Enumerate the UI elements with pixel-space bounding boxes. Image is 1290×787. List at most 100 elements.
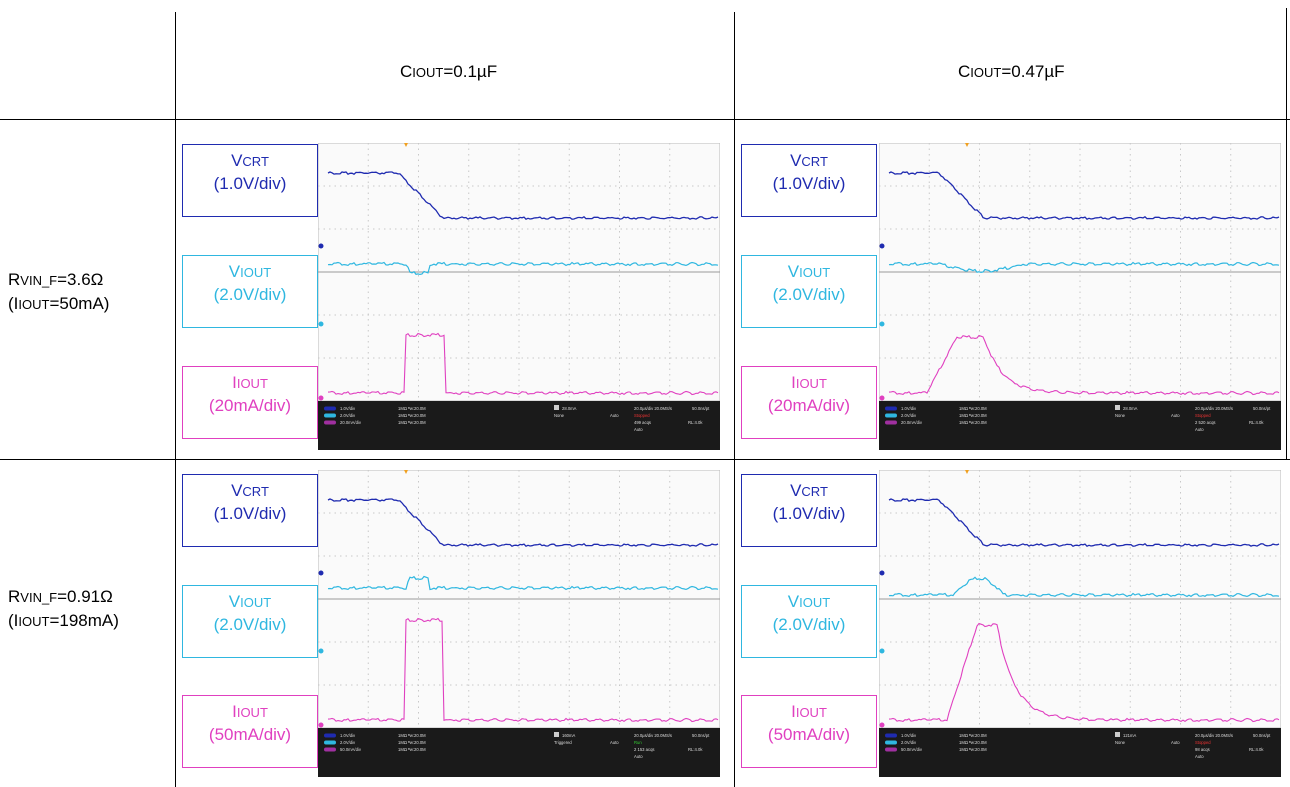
trigger-source-badge	[1115, 405, 1120, 410]
trigger-mode-text: None	[1115, 740, 1126, 745]
ch3-ground-marker	[879, 395, 885, 401]
channel-pill	[885, 413, 897, 418]
scope-screen: 1.0V/div 1MΩ ᴮw:20.0M 2.0V/div 1MΩ ᴮw:20.0M…	[879, 143, 1281, 450]
acq-mode-text: Auto	[1195, 427, 1204, 432]
trigger-mode-text: Triggered	[554, 740, 572, 745]
label-iiout: IIOUT (20mA/div)	[182, 366, 318, 439]
ch1-ground-marker	[318, 570, 324, 576]
scope-screen: 1.0V/div 1MΩ ᴮw:20.0M 2.0V/div 1MΩ ᴮw:20.0M…	[879, 470, 1281, 777]
channel-impedance-text: 1MΩ ᴮw:20.0M	[959, 406, 987, 411]
trigger-auto-text: Auto	[1171, 740, 1180, 745]
trigger-source-badge	[554, 405, 559, 410]
scope-status-bar: 1.0V/div 1MΩ ᴮw:20.0M 2.0V/div 1MΩ ᴮw:20.0M…	[879, 728, 1281, 777]
label-viout: VIOUT (2.0V/div)	[741, 585, 877, 658]
ch3-ground-marker	[318, 395, 324, 401]
trigger-mode-text: None	[554, 413, 565, 418]
col-divider-mid	[734, 12, 735, 787]
scope-status-bar: 1.0V/div 1MΩ ᴮw:20.0M 2.0V/div 1MΩ ᴮw:20.0M…	[318, 401, 720, 450]
acq-count-text: 499 acqs	[634, 420, 651, 425]
channel-scale-text: 1.0V/div	[901, 406, 917, 411]
channel-pill	[885, 733, 897, 738]
trigger-marker	[404, 470, 408, 474]
scope-trace-r2-c1: 1.0V/div 1MΩ ᴮw:20.0M 2.0V/div 1MΩ ᴮw:20.0M…	[318, 470, 720, 777]
channel-scale-text: 50.0mA/div	[901, 747, 923, 752]
acq-mode-text: Auto	[1195, 754, 1204, 759]
col-divider-left	[175, 12, 176, 787]
channel-impedance-text: 1MΩ ᴮw:20.0M	[398, 406, 426, 411]
status-bar-bg	[318, 401, 720, 450]
row-label-rvinf-0.91: RVIN_F=0.91Ω (IIOUT=198mA)	[8, 587, 119, 630]
channel-pill	[885, 420, 897, 425]
graticule	[318, 470, 720, 729]
channel-scale-text: 2.0V/div	[901, 740, 917, 745]
label-viout: VIOUT (2.0V/div)	[741, 255, 877, 328]
scope-trace-r1-c2: 1.0V/div 1MΩ ᴮw:20.0M 2.0V/div 1MΩ ᴮw:20.0M…	[879, 143, 1281, 450]
channel-impedance-text: 1MΩ ᴮw:20.0M	[398, 733, 426, 738]
channel-impedance-text: 1MΩ ᴮw:20.0M	[959, 420, 987, 425]
trigger-level-text: 28.0mA	[562, 406, 577, 411]
label-viout: VIOUT (2.0V/div)	[182, 255, 318, 328]
trigger-marker	[404, 143, 408, 147]
ch3-ground-marker	[318, 722, 324, 728]
viout-trace	[888, 576, 1280, 598]
channel-pill	[324, 747, 336, 752]
scope-trace-r2-c2: 1.0V/div 1MΩ ᴮw:20.0M 2.0V/div 1MΩ ᴮw:20.0M…	[879, 470, 1281, 777]
ch1-ground-marker	[879, 243, 885, 249]
trigger-level-text: 160mA	[562, 733, 575, 738]
viout-trace	[888, 261, 1280, 274]
col-divider-right	[1286, 8, 1287, 460]
acq-status-text: Stopped	[1195, 413, 1211, 418]
channel-scale-text: 20.0mA/div	[901, 420, 923, 425]
channel-scale-text: 2.0V/div	[901, 413, 917, 418]
label-vcrt: VCRT (1.0V/div)	[741, 474, 877, 547]
scope-trace-r1-c1: 1.0V/div 1MΩ ᴮw:20.0M 2.0V/div 1MΩ ᴮw:20.0M…	[318, 143, 720, 450]
channel-impedance-text: 1MΩ ᴮw:20.0M	[398, 740, 426, 745]
scope-status-bar: 1.0V/div 1MΩ ᴮw:20.0M 2.0V/div 1MΩ ᴮw:20.0M…	[879, 401, 1281, 450]
trigger-marker	[965, 143, 969, 147]
record-length-text: RL:4.0k	[1249, 747, 1264, 752]
iiout-trace	[888, 622, 1280, 723]
channel-impedance-text: 1MΩ ᴮw:20.0M	[959, 747, 987, 752]
ch2-ground-marker	[318, 648, 324, 654]
point-resolution-text: 50.0ns/pt	[692, 406, 710, 411]
ch1-ground-marker	[879, 570, 885, 576]
label-iiout: IIOUT (50mA/div)	[741, 695, 877, 768]
row-divider-top	[0, 119, 1290, 120]
channel-pill	[324, 406, 336, 411]
vcrt-trace	[327, 498, 719, 547]
ch2-ground-marker	[879, 648, 885, 654]
channel-scale-text: 1.0V/div	[340, 406, 356, 411]
graticule	[318, 143, 720, 402]
status-bar-bg	[879, 728, 1281, 777]
row-label-rvinf-3.6: RVIN_F=3.6Ω (IIOUT=50mA)	[8, 270, 110, 313]
channel-impedance-text: 1MΩ ᴮw:20.0M	[398, 413, 426, 418]
timebase-text: 20.0µs/div 20.0MS/s	[1195, 733, 1233, 738]
trigger-auto-text: Auto	[610, 413, 619, 418]
record-length-text: RL:4.0k	[688, 747, 703, 752]
acq-mode-text: Auto	[634, 427, 643, 432]
viout-trace	[327, 261, 719, 276]
point-resolution-text: 50.0ns/pt	[692, 733, 710, 738]
channel-pill	[324, 733, 336, 738]
timebase-text: 20.0µs/div 20.0MS/s	[634, 733, 672, 738]
label-iiout: IIOUT (20mA/div)	[741, 366, 877, 439]
acq-status-text: Run	[634, 740, 642, 745]
channel-scale-text: 20.0mA/div	[340, 420, 362, 425]
trigger-level-text: 121mA	[1123, 733, 1136, 738]
trigger-source-badge	[1115, 732, 1120, 737]
acq-status-text: Stopped	[634, 413, 650, 418]
viout-trace	[327, 575, 719, 591]
vcrt-trace	[888, 498, 1280, 547]
channel-impedance-text: 1MΩ ᴮw:20.0M	[959, 413, 987, 418]
acq-count-text: 2 520 acqs	[1195, 420, 1216, 425]
ch2-ground-marker	[879, 321, 885, 327]
acq-mode-text: Auto	[634, 754, 643, 759]
timebase-text: 20.0µs/div 20.0MS/s	[634, 406, 672, 411]
ch1-ground-marker	[318, 243, 324, 249]
record-length-text: RL:4.0k	[688, 420, 703, 425]
iiout-trace	[888, 334, 1280, 396]
trigger-level-text: 28.0mA	[1123, 406, 1138, 411]
label-vcrt: VCRT (1.0V/div)	[182, 474, 318, 547]
channel-pill	[324, 413, 336, 418]
trigger-mode-text: None	[1115, 413, 1126, 418]
